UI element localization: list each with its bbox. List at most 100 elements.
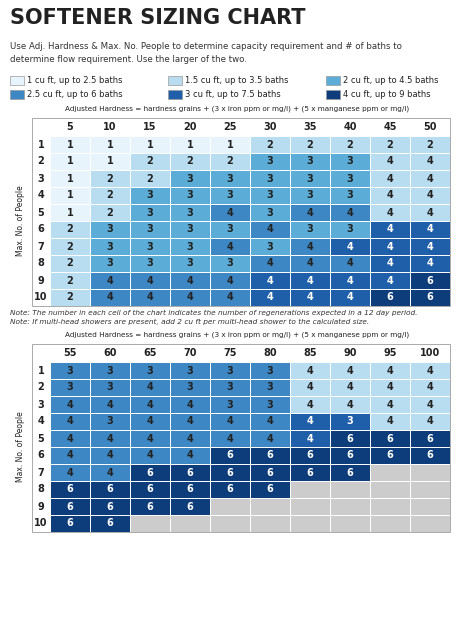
Bar xyxy=(290,498,330,515)
Bar xyxy=(410,498,450,515)
Bar xyxy=(130,498,170,515)
Bar xyxy=(170,396,210,413)
Text: 4: 4 xyxy=(227,276,233,286)
Bar xyxy=(370,481,410,498)
Bar xyxy=(170,498,210,515)
Text: 6: 6 xyxy=(427,451,433,461)
Text: 55: 55 xyxy=(63,348,77,358)
Bar xyxy=(90,136,130,153)
Bar xyxy=(330,153,370,170)
Text: 1: 1 xyxy=(67,140,73,150)
Bar xyxy=(90,396,130,413)
Text: 4: 4 xyxy=(227,207,233,217)
Bar xyxy=(170,481,210,498)
Bar xyxy=(90,187,130,204)
Bar xyxy=(410,447,450,464)
Text: 1: 1 xyxy=(67,190,73,200)
Bar xyxy=(210,153,250,170)
Bar xyxy=(170,413,210,430)
Text: 4: 4 xyxy=(387,399,393,410)
Text: 4: 4 xyxy=(107,293,113,303)
Bar xyxy=(210,289,250,306)
Text: 3: 3 xyxy=(307,224,313,234)
Text: 6: 6 xyxy=(427,293,433,303)
Text: 4: 4 xyxy=(427,207,433,217)
Bar xyxy=(210,515,250,532)
Text: 4: 4 xyxy=(67,399,73,410)
Bar xyxy=(130,238,170,255)
Text: 4: 4 xyxy=(427,157,433,166)
Text: Use Adj. Hardness & Max. No. People to determine capacity requirement and # of b: Use Adj. Hardness & Max. No. People to d… xyxy=(10,42,402,63)
Bar xyxy=(330,170,370,187)
Bar xyxy=(410,379,450,396)
Text: 10: 10 xyxy=(103,122,117,132)
Bar xyxy=(90,272,130,289)
Text: 3: 3 xyxy=(146,365,154,375)
Text: 65: 65 xyxy=(143,348,157,358)
Bar xyxy=(168,90,182,99)
Bar xyxy=(290,413,330,430)
Text: 1 cu ft, up to 2.5 baths: 1 cu ft, up to 2.5 baths xyxy=(27,76,122,85)
Text: 1: 1 xyxy=(187,140,193,150)
Text: 6: 6 xyxy=(107,502,113,511)
Bar xyxy=(210,396,250,413)
Bar xyxy=(250,379,290,396)
Text: 4: 4 xyxy=(67,451,73,461)
Bar xyxy=(330,204,370,221)
Bar xyxy=(290,272,330,289)
Bar xyxy=(290,430,330,447)
Text: 3: 3 xyxy=(266,174,273,183)
Text: 4: 4 xyxy=(387,207,393,217)
Bar xyxy=(290,204,330,221)
Bar xyxy=(330,413,370,430)
Bar xyxy=(410,170,450,187)
Bar xyxy=(250,221,290,238)
Text: 4: 4 xyxy=(346,258,354,269)
Text: 2: 2 xyxy=(37,157,45,166)
Text: 10: 10 xyxy=(34,293,48,303)
Text: 2: 2 xyxy=(107,174,113,183)
Text: 3: 3 xyxy=(266,207,273,217)
Text: 6: 6 xyxy=(266,451,273,461)
Bar xyxy=(290,396,330,413)
Text: 6: 6 xyxy=(307,468,313,478)
Text: 2: 2 xyxy=(146,174,154,183)
Bar xyxy=(210,481,250,498)
Bar xyxy=(290,362,330,379)
Bar xyxy=(50,238,90,255)
Bar xyxy=(50,481,90,498)
Text: 3: 3 xyxy=(187,382,193,392)
Text: 30: 30 xyxy=(263,122,277,132)
Text: 1: 1 xyxy=(67,157,73,166)
Text: 100: 100 xyxy=(420,348,440,358)
Bar xyxy=(170,379,210,396)
Bar xyxy=(10,90,24,99)
Text: 1.5 cu ft, up to 3.5 baths: 1.5 cu ft, up to 3.5 baths xyxy=(185,76,289,85)
Bar xyxy=(250,153,290,170)
Bar xyxy=(50,362,90,379)
Bar xyxy=(410,289,450,306)
Text: 4: 4 xyxy=(346,365,354,375)
Text: 4: 4 xyxy=(307,241,313,252)
Text: 3: 3 xyxy=(146,258,154,269)
Bar xyxy=(170,515,210,532)
Bar xyxy=(210,413,250,430)
Bar xyxy=(130,136,170,153)
Text: 1: 1 xyxy=(227,140,233,150)
Text: 45: 45 xyxy=(383,122,397,132)
Bar xyxy=(170,221,210,238)
Text: 4: 4 xyxy=(387,241,393,252)
Text: 4: 4 xyxy=(67,434,73,444)
Bar xyxy=(210,447,250,464)
Text: 2: 2 xyxy=(37,382,45,392)
Text: 1: 1 xyxy=(107,140,113,150)
Bar xyxy=(330,136,370,153)
Bar xyxy=(410,255,450,272)
Text: 2: 2 xyxy=(67,258,73,269)
Bar xyxy=(50,170,90,187)
Bar xyxy=(410,430,450,447)
Text: 3: 3 xyxy=(146,224,154,234)
Text: 6: 6 xyxy=(227,485,233,494)
Text: 4: 4 xyxy=(266,224,273,234)
Text: 2: 2 xyxy=(427,140,433,150)
